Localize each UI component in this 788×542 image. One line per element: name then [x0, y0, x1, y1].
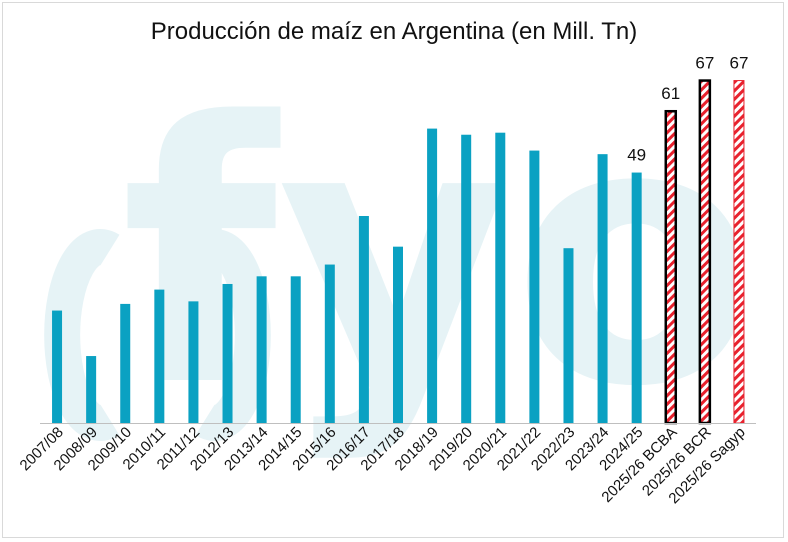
data-label: 67 — [729, 54, 748, 73]
bar-2012-13 — [222, 283, 233, 423]
bar-2016-17 — [358, 216, 369, 423]
bar-2007-08 — [52, 310, 63, 423]
bar-2009-10 — [120, 303, 131, 423]
bar-2008-09 — [86, 356, 97, 423]
bar-2015-16 — [324, 264, 335, 423]
bar-2013-14 — [256, 276, 267, 423]
watermark-text: fyo — [121, 46, 760, 465]
bar-2020-21 — [495, 132, 506, 423]
bar-2018-19 — [427, 128, 438, 423]
bar-2021-22 — [529, 150, 540, 424]
watermark-logo: fyo — [44, 46, 760, 465]
bar-2011-12 — [188, 301, 199, 423]
bar-2025-26-bcr — [698, 79, 712, 425]
bar-2023-24 — [597, 154, 608, 423]
watermark-arc-left — [44, 229, 120, 441]
bar-2025-26-sagyp — [733, 80, 745, 424]
data-label: 61 — [661, 84, 680, 103]
bar-2024-25 — [631, 172, 642, 423]
bar-2014-15 — [290, 276, 301, 423]
bar-2010-11 — [154, 289, 165, 423]
data-label: 67 — [695, 54, 714, 73]
data-label: 49 — [627, 146, 646, 165]
chart-title: Producción de maíz en Argentina (en Mill… — [150, 18, 638, 45]
bar-2017-18 — [393, 246, 403, 423]
bar-2025-26-bcba — [664, 109, 678, 425]
bar-2022-23 — [563, 248, 574, 423]
bar-2019-20 — [461, 134, 472, 423]
